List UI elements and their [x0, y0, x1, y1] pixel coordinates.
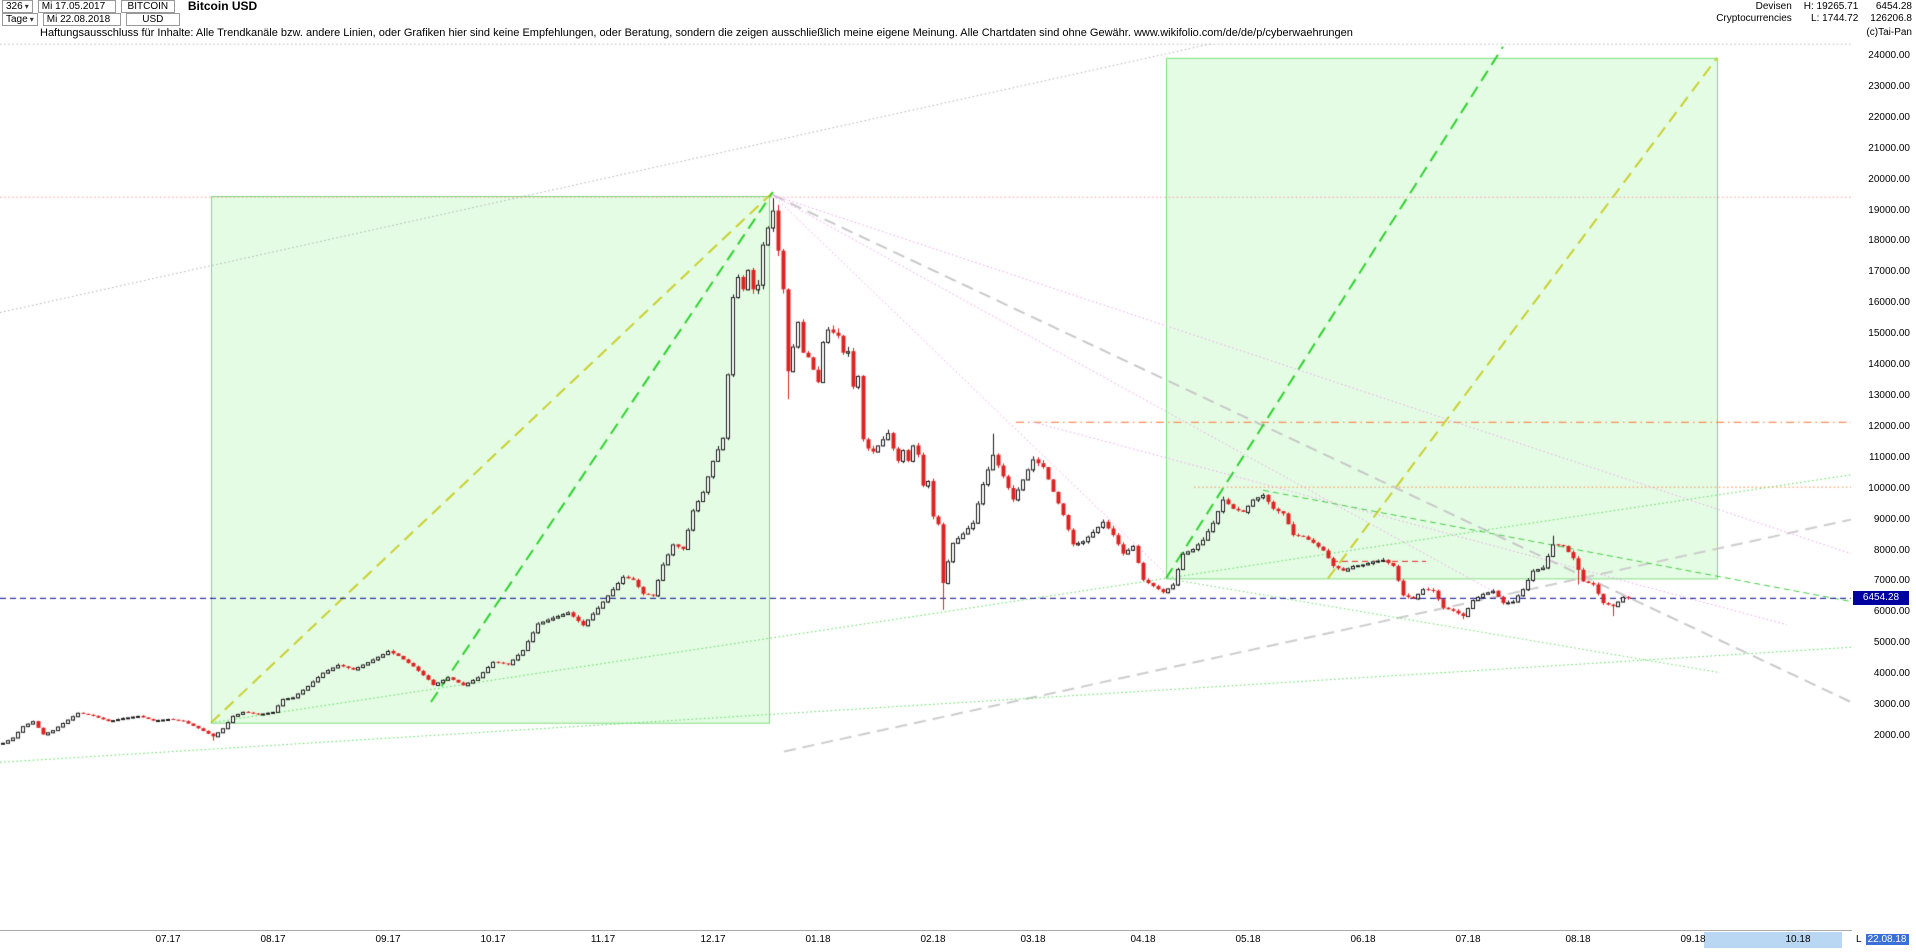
disclaimer-text: Haftungsausschluss für Inhalte: Alle Tre… [40, 27, 1353, 39]
x-axis-label: 04.18 [1130, 934, 1156, 945]
y-axis[interactable]: 24000.00 23000.00 22000.00 21000.00 20000.00… [1853, 0, 1913, 952]
y-axis-label: 20000.00 [1868, 173, 1910, 185]
bars-count-dropdown[interactable]: 326 ▾ [2, 0, 33, 13]
y-axis-label: 23000.00 [1868, 80, 1910, 92]
copyright-label: (c)Tai-Pan [1866, 27, 1912, 38]
y-axis-label: 4000.00 [1873, 668, 1910, 680]
y-axis-label: 24000.00 [1868, 50, 1910, 61]
visible-range-band[interactable] [1704, 932, 1842, 948]
last-price-tag: 6454.28 [1853, 591, 1909, 605]
high-value: H: 19265.71 [1803, 1, 1859, 12]
period-dropdown[interactable]: Tage ▾ [2, 13, 38, 26]
y-axis-label: 18000.00 [1868, 235, 1910, 247]
x-axis-label: 02.18 [920, 934, 946, 945]
x-axis-label: 08.17 [260, 934, 286, 945]
y-axis-label: 16000.00 [1868, 297, 1910, 309]
header-left: 326 ▾ Mi 17.05.2017 BITCOIN Bitcoin USD T… [2, 0, 257, 26]
y-axis-label: 19000.00 [1868, 204, 1910, 216]
y-axis-label: 10000.00 [1868, 482, 1910, 494]
low-value: L: 1744.72 [1811, 13, 1859, 24]
y-axis-label: 5000.00 [1873, 637, 1910, 649]
page-title: Bitcoin USD [187, 0, 258, 13]
period-value: Tage [6, 14, 28, 25]
x-axis-label: 07.18 [1455, 934, 1481, 945]
start-date-field[interactable]: Mi 17.05.2017 [37, 0, 116, 13]
y-axis-label: 13000.00 [1868, 390, 1910, 401]
y-axis-label: 21000.00 [1868, 142, 1910, 154]
y-axis-label: 22000.00 [1868, 111, 1910, 123]
header-right: Devisen Cryptocurrencies H: 19265.71 L: … [1716, 1, 1912, 25]
x-axis-label: 12.17 [700, 934, 726, 945]
category-readout: Devisen Cryptocurrencies [1716, 1, 1792, 25]
x-axis-label: 10.17 [480, 934, 506, 945]
last-price-value: 6454.28 [1875, 1, 1912, 12]
candlestick-chart-canvas[interactable] [0, 42, 1852, 930]
last-date-prefix: L [1856, 934, 1862, 945]
y-axis-label: 17000.00 [1868, 266, 1910, 278]
x-axis-label: 01.18 [805, 934, 831, 945]
x-axis-label: 03.18 [1020, 934, 1046, 945]
chevron-down-icon: ▾ [24, 2, 29, 11]
x-axis-label: 09.18 [1680, 934, 1706, 945]
y-axis-label: 12000.00 [1868, 420, 1910, 432]
x-axis-label: 06.18 [1350, 934, 1376, 945]
y-axis-label: 2000.00 [1873, 730, 1910, 741]
last-date-value: 22.08.18 [1865, 934, 1909, 945]
last-date-readout: L 22.08.18 [1856, 934, 1909, 945]
bars-count-value: 326 [6, 1, 23, 12]
x-axis-label: 08.18 [1565, 934, 1591, 945]
category-line2: Cryptocurrencies [1716, 13, 1792, 24]
y-axis-label: 3000.00 [1873, 699, 1910, 711]
y-axis-label: 14000.00 [1868, 359, 1910, 371]
x-axis-label: 05.18 [1235, 934, 1261, 945]
y-axis-label: 9000.00 [1873, 513, 1910, 525]
x-axis-label: 09.17 [375, 934, 401, 945]
symbol-field[interactable]: BITCOIN [120, 0, 175, 13]
x-axis[interactable]: 07.17 08.17 09.17 10.17 11.17 12.17 01.18 02.18… [0, 930, 1852, 952]
y-axis-label: 11000.00 [1869, 451, 1910, 463]
y-axis-label: 6000.00 [1873, 606, 1910, 618]
y-axis-label: 8000.00 [1873, 544, 1910, 556]
currency-field[interactable]: USD [125, 13, 180, 26]
y-axis-label: 15000.00 [1868, 328, 1910, 340]
x-axis-label: 10.18 [1785, 934, 1811, 945]
x-axis-label: 07.17 [155, 934, 181, 945]
x-axis-label: 11.17 [590, 934, 616, 945]
last-volume-readout: 6454.28 126206.8 [1870, 1, 1912, 25]
end-date-field[interactable]: Mi 22.08.2018 [42, 13, 121, 26]
volume-value: 126206.8 [1870, 13, 1912, 24]
high-low-readout: H: 19265.71 L: 1744.72 [1804, 1, 1859, 25]
y-axis-label: 7000.00 [1873, 575, 1910, 587]
category-line1: Devisen [1755, 1, 1792, 12]
chevron-down-icon: ▾ [29, 15, 34, 24]
